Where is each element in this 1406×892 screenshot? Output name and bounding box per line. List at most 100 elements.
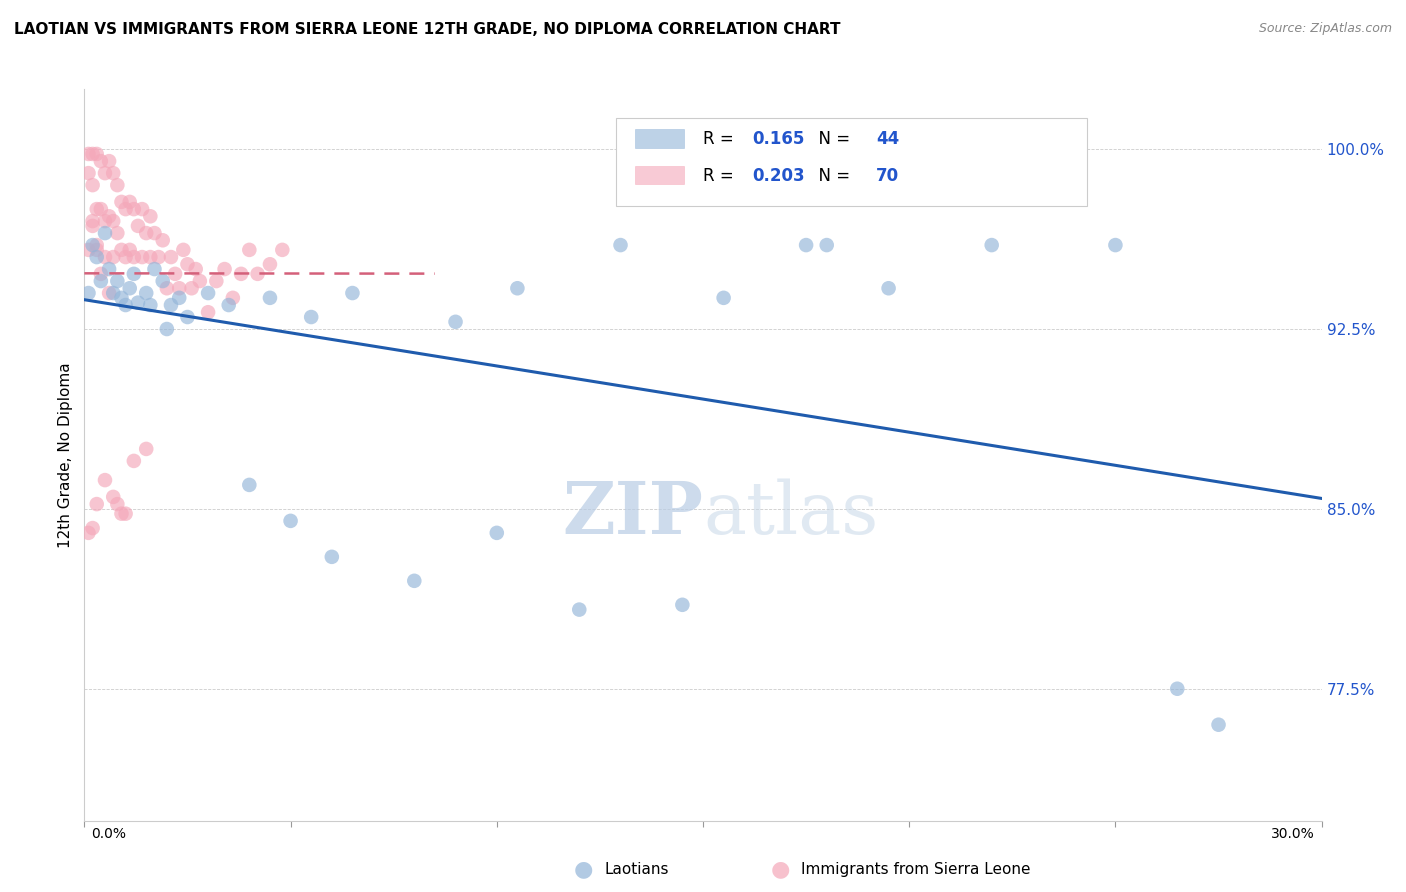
Point [114, 250, 136, 264]
Point [1104, 238, 1126, 252]
Point [82, 147, 104, 161]
Point [103, 214, 125, 228]
Text: N =: N = [808, 167, 855, 185]
Point [98, 154, 121, 169]
Point [86, 202, 108, 216]
Point [135, 442, 157, 456]
Point [404, 574, 426, 588]
Point [114, 507, 136, 521]
Point [609, 238, 631, 252]
Point [1166, 681, 1188, 696]
Text: 44: 44 [876, 130, 900, 148]
Point [184, 262, 207, 277]
Point [152, 233, 174, 247]
Point [82, 219, 104, 233]
Point [271, 243, 294, 257]
Point [82, 521, 104, 535]
Point [1208, 717, 1230, 731]
Point [160, 250, 183, 264]
Point [90, 267, 112, 281]
Point [77, 286, 100, 301]
Point [165, 267, 187, 281]
Text: 0.165: 0.165 [752, 130, 804, 148]
Point [197, 286, 219, 301]
Text: ●: ● [770, 860, 790, 880]
Point [118, 194, 141, 209]
Point [94, 166, 117, 180]
Point [167, 281, 190, 295]
Point [77, 525, 100, 540]
Point [176, 257, 198, 271]
Point [122, 250, 145, 264]
Y-axis label: 12th Grade, No Diploma: 12th Grade, No Diploma [58, 362, 73, 548]
Text: Laotians: Laotians [605, 863, 669, 877]
Point [568, 602, 591, 616]
Point [815, 238, 838, 252]
Point [238, 478, 260, 492]
Point [980, 238, 1002, 252]
Point [214, 262, 236, 277]
Point [86, 250, 108, 264]
Point [105, 497, 128, 511]
Point [135, 226, 157, 240]
Point [103, 166, 125, 180]
Point [143, 226, 166, 240]
Point [259, 291, 281, 305]
Point [167, 291, 190, 305]
Text: ZIP: ZIP [562, 478, 703, 549]
Point [114, 202, 136, 216]
Point [110, 507, 132, 521]
Point [86, 147, 108, 161]
Point [794, 238, 817, 252]
Point [114, 298, 136, 312]
Text: Source: ZipAtlas.com: Source: ZipAtlas.com [1258, 22, 1392, 36]
Point [229, 267, 252, 281]
Point [197, 305, 219, 319]
Point [139, 209, 162, 223]
Text: ●: ● [574, 860, 593, 880]
Point [713, 291, 735, 305]
Point [152, 274, 174, 288]
Point [77, 243, 100, 257]
Point [82, 178, 104, 193]
Point [122, 454, 145, 468]
Point [118, 281, 141, 295]
Point [176, 310, 198, 324]
Point [110, 194, 132, 209]
Text: N =: N = [808, 130, 855, 148]
Point [299, 310, 322, 324]
Point [321, 549, 343, 564]
Point [246, 267, 269, 281]
Point [103, 490, 125, 504]
Text: LAOTIAN VS IMMIGRANTS FROM SIERRA LEONE 12TH GRADE, NO DIPLOMA CORRELATION CHART: LAOTIAN VS IMMIGRANTS FROM SIERRA LEONE … [14, 22, 841, 37]
Point [131, 250, 153, 264]
Point [139, 250, 162, 264]
Point [98, 209, 121, 223]
Point [671, 598, 693, 612]
FancyBboxPatch shape [616, 119, 1087, 206]
Point [238, 243, 260, 257]
Point [77, 166, 100, 180]
Point [105, 178, 128, 193]
Point [94, 226, 117, 240]
Text: 70: 70 [876, 167, 900, 185]
Point [86, 243, 108, 257]
Point [90, 274, 112, 288]
Point [127, 295, 149, 310]
Text: Immigrants from Sierra Leone: Immigrants from Sierra Leone [801, 863, 1031, 877]
Point [280, 514, 302, 528]
Text: 30.0%: 30.0% [1271, 827, 1315, 841]
Point [118, 243, 141, 257]
FancyBboxPatch shape [636, 129, 685, 148]
Point [139, 298, 162, 312]
Point [110, 243, 132, 257]
Text: 0.0%: 0.0% [91, 827, 127, 841]
Text: R =: R = [703, 167, 740, 185]
Point [86, 238, 108, 252]
Point [122, 267, 145, 281]
Point [94, 473, 117, 487]
Point [148, 250, 170, 264]
Point [218, 298, 240, 312]
Text: atlas: atlas [703, 478, 879, 549]
Point [122, 202, 145, 216]
